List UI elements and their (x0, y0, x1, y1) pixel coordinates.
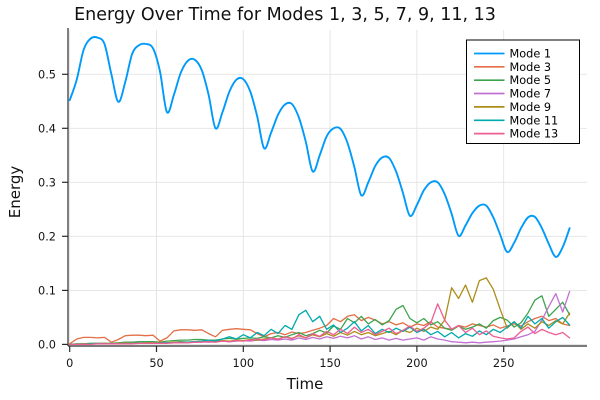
y-tick-label: 0.3 (38, 176, 56, 189)
x-axis-label: Time (286, 375, 324, 393)
series-line-mode-1 (68, 36, 571, 258)
axes: 0 50 100 150 200 250 0.0 0.1 0.2 0.3 0.4 0.5 (38, 28, 587, 370)
y-tick-label: 0.0 (38, 338, 56, 351)
legend-label-mode-7: Mode 7 (510, 88, 552, 101)
series-lines (68, 36, 571, 346)
x-tick-label: 200 (406, 357, 428, 370)
legend-label-mode-1: Mode 1 (510, 48, 552, 61)
x-tick-label: 0 (66, 357, 73, 370)
y-tick-label: 0.2 (38, 230, 56, 243)
legend-label-mode-5: Mode 5 (510, 74, 552, 87)
y-tick-label: 0.4 (38, 122, 56, 135)
x-tick-label: 150 (319, 357, 341, 370)
legend-label-mode-11: Mode 11 (510, 114, 559, 127)
x-tick-label: 250 (493, 357, 515, 370)
x-tick-label: 50 (149, 357, 163, 370)
legend-label-mode-13: Mode 13 (510, 128, 559, 141)
y-axis-label: Energy (6, 166, 24, 219)
legend-label-mode-9: Mode 9 (510, 101, 552, 114)
series-line-mode-5 (69, 295, 571, 346)
series-line-mode-9 (69, 277, 571, 346)
y-tick-label: 0.1 (38, 284, 56, 297)
x-tick-label: 100 (233, 357, 255, 370)
y-tick-label: 0.5 (38, 68, 56, 81)
chart-title: Energy Over Time for Modes 1, 3, 5, 7, 9… (74, 5, 496, 25)
series-line-mode-3 (69, 314, 571, 345)
series-line-mode-13 (69, 303, 571, 346)
legend-label-mode-3: Mode 3 (510, 61, 552, 74)
legend-box (466, 39, 580, 144)
